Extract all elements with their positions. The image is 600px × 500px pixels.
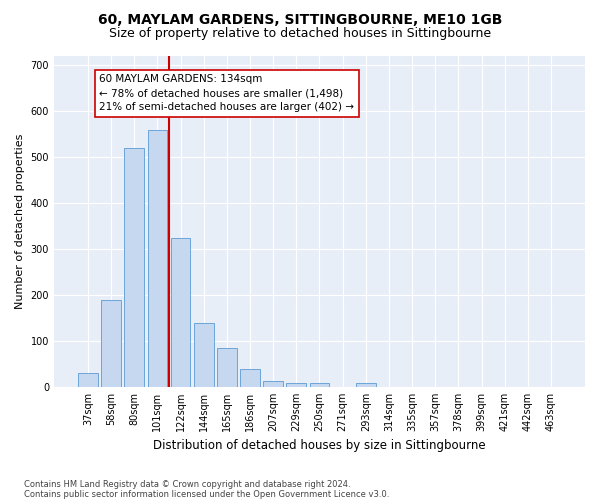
Bar xyxy=(78,373,98,387)
Bar xyxy=(170,238,190,387)
Bar xyxy=(148,130,167,387)
Bar xyxy=(124,148,144,387)
Bar xyxy=(240,368,260,387)
Bar xyxy=(356,384,376,387)
Text: Contains HM Land Registry data © Crown copyright and database right 2024.
Contai: Contains HM Land Registry data © Crown c… xyxy=(24,480,389,499)
Bar xyxy=(194,322,214,387)
Y-axis label: Number of detached properties: Number of detached properties xyxy=(15,134,25,309)
Bar xyxy=(101,300,121,387)
Bar xyxy=(286,384,306,387)
Bar xyxy=(310,384,329,387)
X-axis label: Distribution of detached houses by size in Sittingbourne: Distribution of detached houses by size … xyxy=(153,440,486,452)
Text: Size of property relative to detached houses in Sittingbourne: Size of property relative to detached ho… xyxy=(109,28,491,40)
Text: 60 MAYLAM GARDENS: 134sqm
← 78% of detached houses are smaller (1,498)
21% of se: 60 MAYLAM GARDENS: 134sqm ← 78% of detac… xyxy=(100,74,355,112)
Text: 60, MAYLAM GARDENS, SITTINGBOURNE, ME10 1GB: 60, MAYLAM GARDENS, SITTINGBOURNE, ME10 … xyxy=(98,12,502,26)
Bar xyxy=(217,348,236,387)
Bar xyxy=(263,382,283,387)
